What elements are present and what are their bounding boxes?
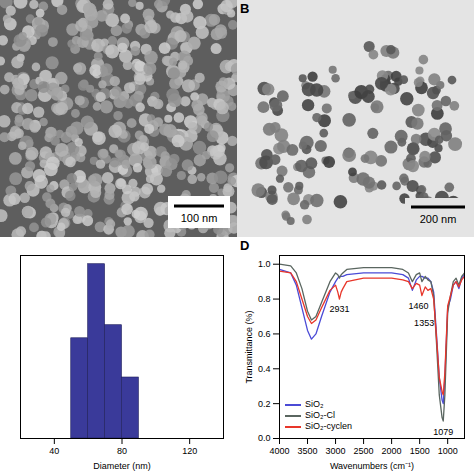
svg-text:0.2: 0.2 bbox=[258, 399, 271, 409]
html-text:D: D bbox=[240, 238, 250, 253]
svg-text:200 nm: 200 nm bbox=[420, 213, 457, 225]
svg-text:120: 120 bbox=[182, 446, 197, 456]
svg-text:1460: 1460 bbox=[409, 301, 429, 311]
svg-text:0.4: 0.4 bbox=[258, 364, 271, 374]
svg-text:0.8: 0.8 bbox=[258, 294, 271, 304]
svg-text:Diameter (nm): Diameter (nm) bbox=[93, 461, 151, 471]
svg-text:80: 80 bbox=[117, 446, 127, 456]
svg-text:Transmittance (%): Transmittance (%) bbox=[244, 310, 254, 383]
svg-text:1079: 1079 bbox=[433, 427, 453, 437]
html-text:B: B bbox=[240, 1, 250, 16]
svg-text:1500: 1500 bbox=[410, 446, 430, 456]
svg-text:40: 40 bbox=[49, 446, 59, 456]
svg-text:0.6: 0.6 bbox=[258, 329, 271, 339]
svg-text:0.0: 0.0 bbox=[258, 433, 271, 443]
svg-text:2000: 2000 bbox=[382, 446, 402, 456]
svg-text:2500: 2500 bbox=[354, 446, 374, 456]
svg-text:1000: 1000 bbox=[438, 446, 458, 456]
html-text:SiO₂-Cl: SiO₂-Cl bbox=[305, 410, 335, 420]
svg-text:1.0: 1.0 bbox=[258, 259, 271, 269]
svg-text:3500: 3500 bbox=[298, 446, 318, 456]
svg-text:4000: 4000 bbox=[269, 446, 289, 456]
html-text:SiO₂: SiO₂ bbox=[305, 399, 324, 409]
svg-text:Wavenumbers (cm⁻¹): Wavenumbers (cm⁻¹) bbox=[330, 461, 414, 471]
html-text:SiO₂-cyclen: SiO₂-cyclen bbox=[305, 421, 352, 431]
svg-text:3000: 3000 bbox=[326, 446, 346, 456]
svg-text:1353: 1353 bbox=[414, 318, 434, 328]
svg-text:100 nm: 100 nm bbox=[181, 212, 218, 224]
svg-text:2931: 2931 bbox=[329, 304, 349, 314]
